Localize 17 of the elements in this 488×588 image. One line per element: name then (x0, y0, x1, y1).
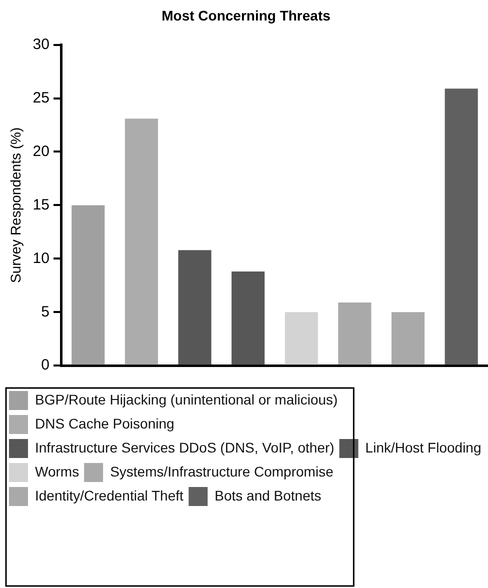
legend-label: BGP/Route Hijacking (unintentional or malicious) (35, 391, 338, 408)
y-tick-label: 25 (32, 89, 50, 106)
chart-title: Most Concerning Threats (162, 7, 331, 24)
legend-label: DNS Cache Poisoning (35, 415, 174, 432)
y-tick-label: 30 (32, 36, 50, 53)
y-tick-label: 10 (32, 250, 50, 267)
legend-label: Link/Host Flooding (365, 439, 482, 456)
y-tick-label: 15 (32, 196, 50, 214)
legend-label: Systems/Infrastructure Compromise (110, 463, 334, 480)
legend-label: Infrastructure Services DDoS (DNS, VoIP, other) (35, 439, 334, 456)
y-tick-label: 0 (41, 356, 50, 374)
legend-label: Bots and Botnets (214, 487, 322, 504)
legend-label: Worms (35, 463, 80, 480)
y-tick-label: 20 (32, 142, 50, 160)
y-axis-title: Survey Respondents (%) (7, 127, 24, 284)
legend-label: Identity/Credential Theft (35, 487, 184, 504)
y-tick-label: 5 (41, 303, 50, 320)
